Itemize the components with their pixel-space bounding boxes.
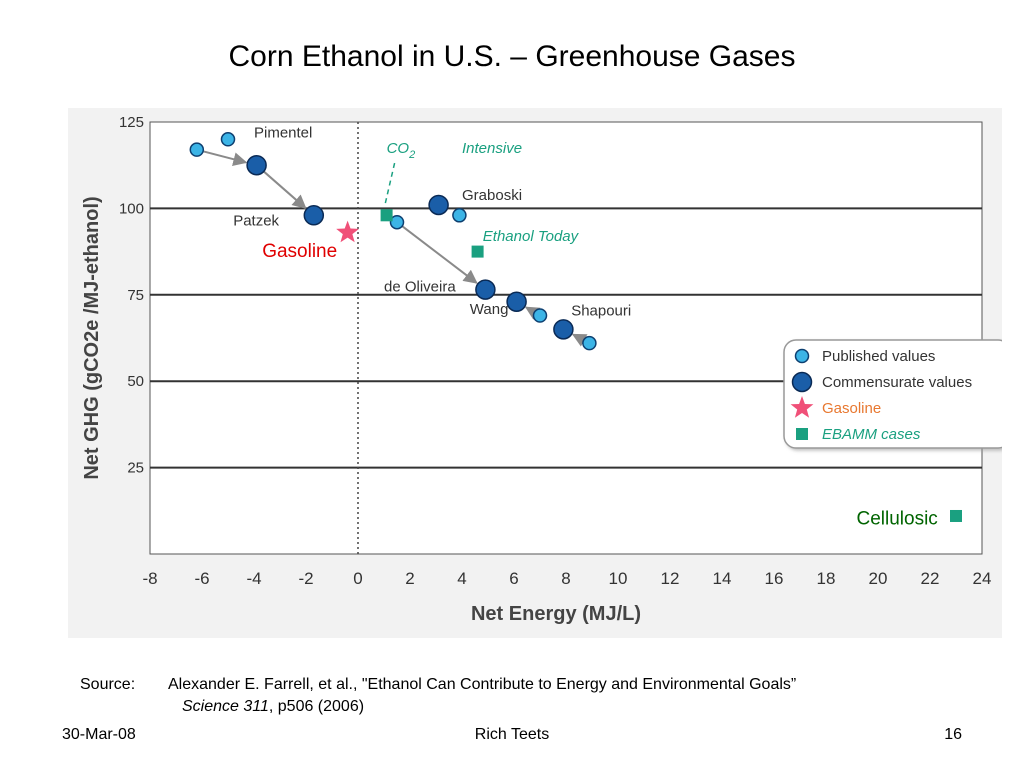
legend-marker bbox=[794, 348, 810, 364]
slide-title: Corn Ethanol in U.S. – Greenhouse Gases bbox=[228, 40, 796, 73]
x-tick-label: 18 bbox=[817, 569, 836, 588]
co2-dashed-pointer bbox=[383, 162, 396, 207]
data-point-square bbox=[471, 245, 484, 258]
y-tick-label: 125 bbox=[119, 114, 144, 131]
point-label: de Oliveira bbox=[384, 278, 456, 295]
y-tick-label: 75 bbox=[127, 287, 144, 304]
point-label: Pimentel bbox=[254, 125, 312, 142]
trend-arrow bbox=[203, 150, 248, 167]
trend-arrow bbox=[261, 169, 307, 209]
source-suffix: , p506 (2006) bbox=[268, 698, 365, 715]
source-reference: Science 311, p506 (2006) bbox=[182, 698, 364, 716]
footer-author: Rich Teets bbox=[474, 726, 550, 743]
annotation-label: Cellulosic bbox=[856, 509, 937, 530]
annotation-label: Gasoline bbox=[262, 241, 337, 262]
y-tick-label: 100 bbox=[119, 200, 144, 217]
data-point-square bbox=[380, 209, 393, 222]
co2-label: CO2 bbox=[387, 140, 416, 161]
point-label: Graboski bbox=[462, 187, 522, 204]
legend-marker bbox=[796, 428, 808, 440]
legend-marker bbox=[790, 396, 814, 418]
data-point-small-circle bbox=[452, 208, 467, 223]
data-point-large-circle bbox=[303, 205, 325, 226]
data-point-large-circle bbox=[475, 279, 496, 300]
source-citation: Source: Alexander E. Farrell, et al., "Et… bbox=[80, 676, 796, 694]
x-tick-label: 2 bbox=[405, 569, 414, 588]
x-tick-label: 14 bbox=[713, 569, 732, 588]
legend-label: Gasoline bbox=[822, 400, 881, 417]
data-point-square bbox=[950, 509, 962, 522]
trend-arrow bbox=[524, 306, 541, 320]
data-point-large-circle bbox=[553, 319, 574, 340]
point-label: Patzek bbox=[233, 213, 279, 230]
source-text: Alexander E. Farrell, et al., "Ethanol C… bbox=[168, 676, 797, 693]
point-label: Wang bbox=[470, 301, 509, 318]
x-tick-label: -8 bbox=[142, 569, 157, 588]
annotation-label: Intensive bbox=[462, 140, 522, 157]
x-tick-label: 6 bbox=[509, 569, 518, 588]
y-tick-label: 25 bbox=[127, 460, 144, 477]
x-axis-label: Net Energy (MJ/L) bbox=[471, 603, 641, 625]
x-tick-label: 8 bbox=[561, 569, 570, 588]
x-tick-label: 10 bbox=[609, 569, 628, 588]
x-tick-label: -6 bbox=[194, 569, 209, 588]
legend-marker bbox=[791, 371, 813, 393]
y-axis-label: Net GHG (gCO2e /MJ-ethanol) bbox=[81, 196, 103, 479]
x-tick-label: -2 bbox=[298, 569, 313, 588]
x-tick-label: 20 bbox=[869, 569, 888, 588]
legend-label: Published values bbox=[822, 348, 935, 365]
footer-date: 30-Mar-08 bbox=[62, 726, 136, 743]
x-tick-label: 16 bbox=[765, 569, 784, 588]
x-tick-label: 12 bbox=[661, 569, 680, 588]
trend-arrow bbox=[401, 225, 478, 284]
data-point-small-circle bbox=[220, 132, 236, 147]
legend-box bbox=[783, 339, 1002, 449]
x-tick-label: 4 bbox=[457, 569, 466, 588]
x-tick-label: 22 bbox=[921, 569, 940, 588]
footer-page-number: 16 bbox=[944, 726, 962, 743]
data-point-large-circle bbox=[246, 154, 267, 176]
data-point-star bbox=[336, 220, 359, 243]
y-tick-label: 50 bbox=[127, 373, 144, 390]
data-point-small-circle bbox=[582, 335, 597, 351]
data-point-large-circle bbox=[428, 194, 449, 216]
x-tick-label: -4 bbox=[246, 569, 261, 588]
legend-label: Commensurate values bbox=[822, 374, 972, 391]
source-journal: Science 311 bbox=[182, 698, 269, 715]
annotation-label: Ethanol Today bbox=[483, 228, 580, 245]
x-tick-label: 24 bbox=[973, 569, 992, 588]
point-label: Shapouri bbox=[571, 303, 631, 320]
data-point-small-circle bbox=[389, 214, 405, 230]
x-tick-label: 0 bbox=[353, 569, 362, 588]
legend-label: EBAMM cases bbox=[822, 426, 921, 443]
trend-arrow bbox=[571, 333, 588, 347]
data-point-small-circle bbox=[189, 142, 205, 157]
data-point-large-circle bbox=[506, 291, 527, 312]
source-label: Source: bbox=[80, 676, 136, 693]
data-point-small-circle bbox=[532, 308, 548, 323]
